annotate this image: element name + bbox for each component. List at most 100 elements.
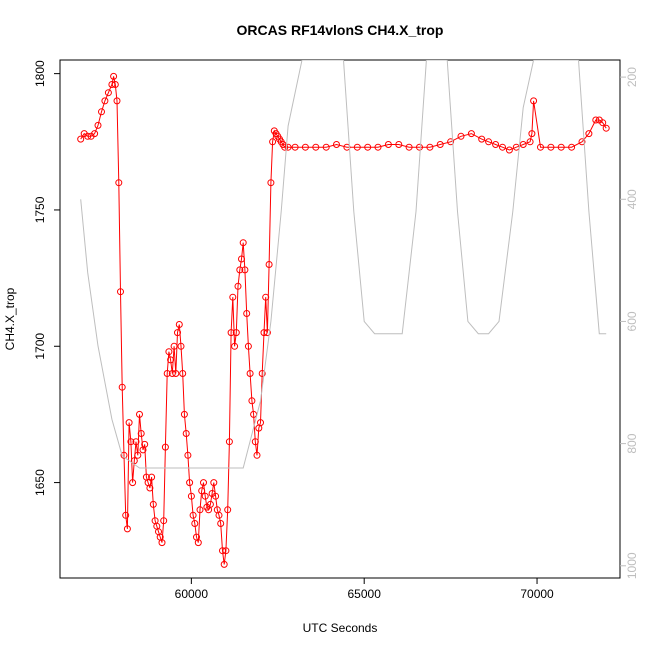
y2-tick-label: 200 (625, 67, 639, 87)
data-point (120, 451, 128, 459)
data-point (374, 143, 382, 151)
y2-tick-label: 800 (625, 433, 639, 453)
secondary-y-axis: 200 400 600 800 1000 (620, 67, 639, 579)
data-point (136, 410, 143, 418)
x-tick-label: 65000 (348, 587, 382, 601)
data-point (353, 143, 361, 151)
x-axis-label: UTC Seconds (303, 621, 378, 635)
plot-box (59, 59, 621, 579)
data-point (91, 130, 99, 138)
chart-title: ORCAS RF14vlonS CH4.X_trop (237, 22, 444, 38)
data-point (148, 473, 156, 481)
data-point (599, 119, 607, 127)
data-point (149, 500, 157, 508)
data-point (291, 143, 299, 151)
data-point (198, 487, 206, 495)
data-point (113, 97, 121, 105)
data-point (210, 479, 218, 487)
data-point (170, 342, 178, 350)
data-point (163, 370, 171, 377)
data-point (492, 141, 500, 148)
data-point (246, 370, 254, 377)
data-point (77, 135, 85, 143)
data-point (426, 143, 434, 151)
data-point (179, 370, 187, 377)
data-point (312, 143, 320, 151)
data-point (111, 81, 119, 88)
data-point (220, 560, 228, 568)
data-point (189, 511, 197, 519)
data-point (158, 539, 166, 547)
data-point (177, 342, 185, 350)
data-point (108, 81, 116, 88)
data-point (161, 443, 169, 451)
data-point (260, 329, 268, 337)
x-axis: 60000 65000 70000 (175, 578, 554, 601)
data-point (241, 266, 249, 274)
data-point (229, 293, 237, 301)
data-point (478, 135, 486, 143)
data-point (172, 370, 180, 377)
y2-tick-label: 600 (625, 311, 639, 331)
data-point (578, 138, 586, 146)
data-point (231, 342, 239, 350)
data-point (257, 419, 264, 427)
data-point (118, 383, 126, 391)
data-point (284, 143, 292, 151)
data-point (101, 97, 109, 105)
data-point (436, 141, 444, 148)
data-point (244, 342, 252, 350)
data-point (251, 438, 259, 446)
y-tick-label: 1800 (33, 60, 47, 87)
y-axis-label: CH4.X_trop (3, 287, 17, 350)
data-point (217, 520, 225, 527)
data-point (333, 141, 340, 148)
data-point (236, 266, 244, 274)
data-point (232, 329, 240, 337)
data-point (137, 430, 145, 437)
data-point (568, 143, 576, 151)
data-point (227, 329, 235, 337)
data-point (84, 132, 92, 140)
data-point (141, 440, 149, 448)
data-point (125, 419, 133, 427)
data-point (258, 370, 266, 377)
data-point (243, 310, 251, 317)
data-point (416, 143, 423, 151)
secondary-series-line (80, 60, 607, 469)
data-point (547, 143, 555, 151)
data-point (123, 525, 131, 533)
data-point (115, 179, 123, 187)
data-point (234, 282, 242, 290)
data-point (301, 143, 309, 151)
data-point (160, 517, 168, 525)
data-point (168, 370, 176, 377)
data-point (212, 492, 220, 500)
data-point (132, 438, 140, 446)
data-point (129, 479, 137, 487)
data-point (174, 329, 181, 337)
data-point (253, 451, 261, 459)
data-point (499, 143, 506, 151)
data-point (98, 108, 105, 116)
data-point (110, 72, 118, 80)
data-point (519, 141, 527, 148)
data-point (222, 547, 230, 555)
data-point (262, 293, 270, 301)
data-point (225, 438, 233, 446)
data-point (526, 138, 534, 146)
x-tick-label: 70000 (520, 587, 554, 601)
data-point (467, 130, 475, 138)
data-point (405, 143, 413, 151)
data-point (395, 141, 403, 148)
data-point (200, 479, 207, 487)
series-line (80, 76, 607, 565)
y-tick-label: 1700 (33, 333, 47, 360)
data-point (104, 89, 112, 97)
data-point (322, 143, 330, 151)
data-point (187, 492, 195, 500)
data-point (265, 261, 273, 268)
data-point (457, 132, 465, 140)
data-point (184, 451, 192, 459)
